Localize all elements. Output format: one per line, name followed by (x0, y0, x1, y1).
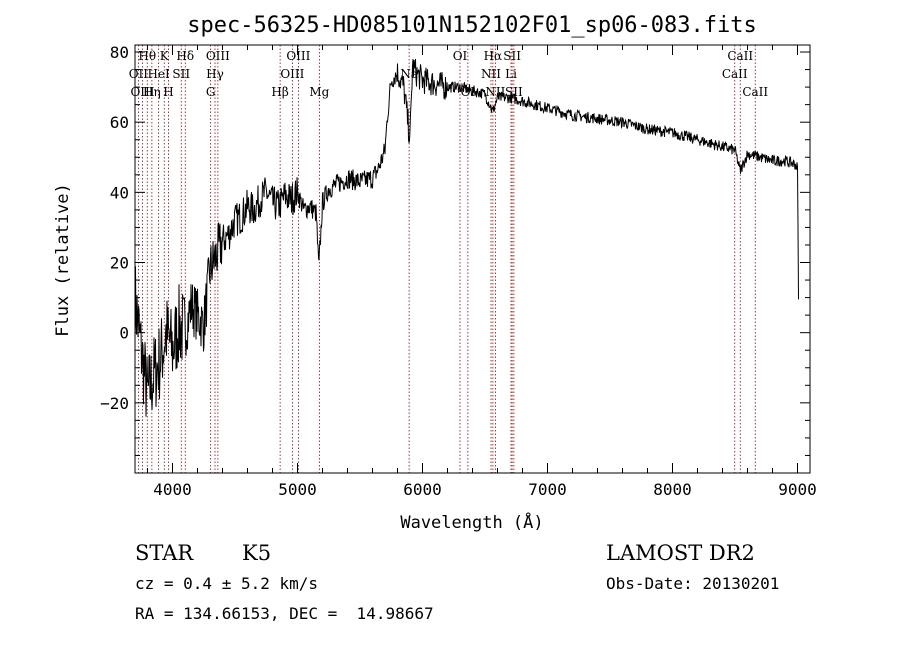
survey-name: LAMOST DR2 (606, 541, 755, 565)
object-type: STAR (135, 541, 194, 565)
line-marker-label: Hβ (271, 85, 288, 99)
line-marker-label: H (163, 85, 173, 99)
obs-date: Obs-Date: 20130201 (606, 574, 779, 593)
line-marker-label: Li (505, 67, 517, 81)
chart-title: spec-56325-HD085101N152102F01_sp06-083.f… (187, 13, 757, 38)
line-marker-label: G (206, 85, 216, 99)
line-marker-label: Mg (309, 85, 329, 99)
line-marker-label: CaII (722, 67, 748, 81)
line-marker-label: Hδ (176, 49, 194, 63)
line-marker-label: OI (453, 49, 468, 63)
y-tick-label: 60 (110, 113, 129, 132)
line-marker-label: OIII (280, 67, 304, 81)
line-marker-label: OII (129, 67, 149, 81)
line-marker-label: SII (503, 49, 521, 63)
y-tick-label: 20 (110, 254, 129, 273)
line-marker-label: NII (481, 67, 501, 81)
line-marker-label: CaII (742, 85, 768, 99)
y-tick-label: 80 (110, 43, 129, 62)
coordinates: RA = 134.66153, DEC = 14.98667 (135, 604, 434, 623)
line-marker-label: CaII (727, 49, 753, 63)
line-marker-label: Hα (484, 49, 503, 63)
y-tick-label: −20 (100, 394, 129, 413)
y-tick-label: 0 (119, 324, 129, 343)
spectrum-line (134, 58, 799, 417)
line-marker-label: K (160, 49, 170, 63)
line-marker-label: OIII (286, 49, 310, 63)
x-axis-ticks: 4000 5000 6000 7000 8000 9000 (147, 45, 817, 499)
line-marker-label: Hγ (206, 67, 224, 81)
line-marker-label: Hη (143, 85, 161, 99)
line-marker-label: OIII (130, 85, 154, 99)
line-marker-label: HeI (147, 67, 170, 81)
line-marker-label: Hθ (138, 49, 156, 63)
line-marker-label: OIII (206, 49, 230, 63)
spectral-subclass: K5 (242, 541, 271, 565)
y-axis-ticks: −20 0 20 40 60 80 (100, 43, 810, 456)
redshift-line: cz = 0.4 ± 5.2 km/s (135, 574, 318, 593)
x-tick-label: 7000 (528, 480, 567, 499)
x-axis-label: Wavelength (Å) (400, 511, 543, 533)
plot-frame (134, 44, 811, 474)
x-tick-label: 5000 (278, 480, 317, 499)
line-marker-group (137, 45, 756, 473)
x-tick-label: 6000 (403, 480, 442, 499)
y-axis-label: Flux (relative) (53, 183, 73, 337)
x-tick-label: 9000 (778, 480, 817, 499)
y-tick-label: 40 (110, 183, 129, 202)
line-marker-label: SII (172, 67, 190, 81)
x-tick-label: 4000 (153, 480, 192, 499)
line-marker-label: OI (461, 85, 476, 99)
x-tick-label: 8000 (653, 480, 692, 499)
